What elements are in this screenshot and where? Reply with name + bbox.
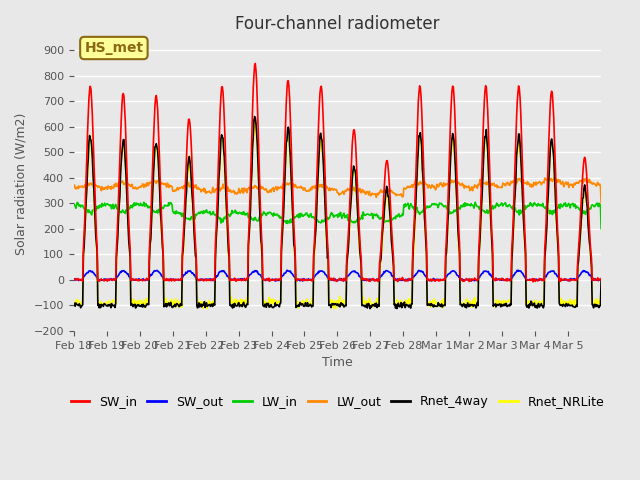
LW_in [422,206,429,212]
LW_out [421,180,429,186]
Rnet_NRLite [252,120,259,125]
Line: LW_out: LW_out [74,177,601,203]
X-axis label: Time: Time [322,356,353,369]
Rnet_4way [132,305,140,311]
SW_out [275,276,283,282]
Title: Four-channel radiometer: Four-channel radiometer [236,15,440,33]
SW_in [597,276,605,281]
LW_in [132,203,140,208]
Rnet_NRLite [228,299,236,305]
LW_out [550,174,558,180]
LW_out [70,183,77,189]
Rnet_NRLite [132,299,140,304]
LW_in [392,213,400,218]
SW_out [70,277,77,283]
Rnet_4way [251,114,259,120]
SW_out [228,276,236,282]
Rnet_NRLite [393,297,401,302]
Rnet_NRLite [332,306,340,312]
SW_out [513,267,521,273]
LW_in [275,213,283,219]
SW_out [255,272,262,277]
Legend: SW_in, SW_out, LW_in, LW_out, Rnet_4way, Rnet_NRLite: SW_in, SW_out, LW_in, LW_out, Rnet_4way,… [65,390,609,413]
SW_in [275,276,283,282]
Rnet_4way [70,302,77,308]
SW_out [132,277,140,283]
LW_out [228,189,236,195]
LW_out [132,184,140,190]
LW_in [70,201,77,207]
Rnet_4way [275,304,283,310]
SW_in [529,279,537,285]
LW_out [392,191,399,196]
LW_in [255,214,263,220]
Line: LW_in: LW_in [74,202,601,229]
SW_out [392,277,400,283]
Rnet_4way [228,305,236,311]
SW_in [228,277,236,283]
SW_in [70,276,77,282]
LW_in [140,199,148,205]
Rnet_NRLite [597,277,605,283]
Line: SW_out: SW_out [74,270,601,281]
Text: HS_met: HS_met [84,41,143,55]
SW_in [252,60,259,66]
Rnet_4way [366,306,374,312]
Rnet_NRLite [275,298,283,304]
SW_out [422,274,429,279]
Rnet_4way [255,198,263,204]
LW_out [597,200,605,206]
Rnet_4way [597,277,605,283]
Line: Rnet_NRLite: Rnet_NRLite [74,122,601,309]
SW_in [422,227,429,232]
LW_out [275,185,282,191]
SW_out [597,278,605,284]
Y-axis label: Solar radiation (W/m2): Solar radiation (W/m2) [15,113,28,255]
SW_out [271,278,279,284]
Rnet_NRLite [255,197,263,203]
Line: SW_in: SW_in [74,63,601,282]
Rnet_NRLite [70,300,77,306]
Rnet_4way [393,306,401,312]
LW_in [230,210,237,216]
SW_in [392,277,400,283]
SW_in [255,170,263,176]
Rnet_NRLite [422,252,430,258]
SW_in [132,277,140,283]
LW_out [255,184,262,190]
Line: Rnet_4way: Rnet_4way [74,117,601,309]
LW_in [597,226,605,232]
Rnet_4way [422,250,430,256]
